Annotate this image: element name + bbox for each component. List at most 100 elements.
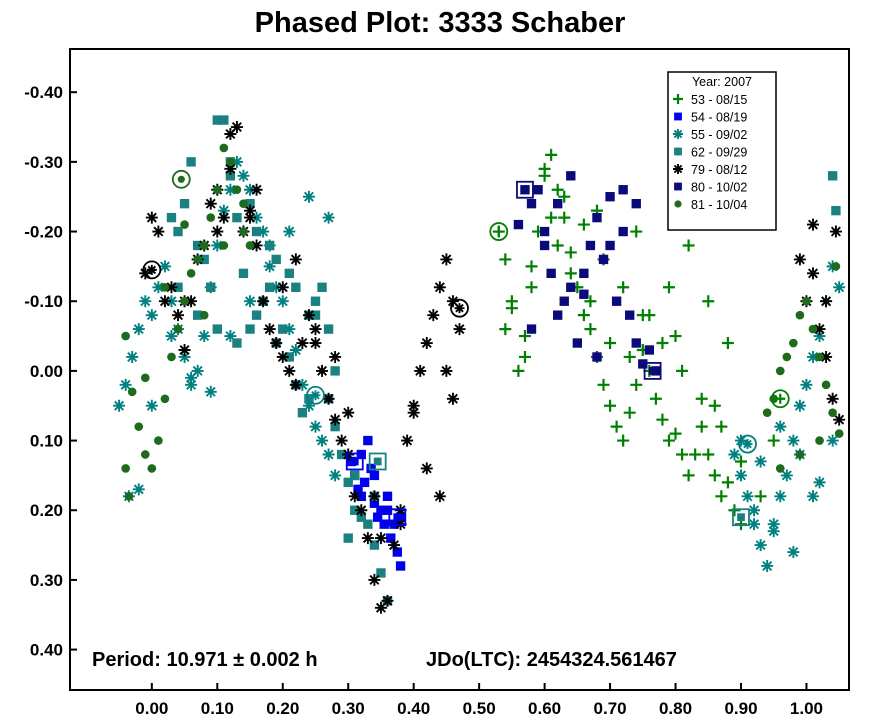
data-point (808, 324, 818, 334)
data-point (132, 323, 145, 336)
data-point (363, 435, 373, 446)
data-point (767, 434, 780, 447)
highlighted-point-marker (373, 457, 382, 466)
data-point (820, 350, 833, 363)
data-point (361, 532, 374, 545)
data-point (353, 484, 363, 495)
data-point (217, 204, 230, 217)
data-point (525, 260, 538, 273)
data-point (225, 171, 236, 181)
data-point (289, 343, 302, 356)
data-point (251, 310, 262, 320)
data-point (368, 573, 381, 586)
data-point (289, 378, 302, 391)
data-point (342, 406, 355, 419)
data-point (330, 421, 340, 432)
data-point (815, 352, 824, 362)
data-point (139, 295, 152, 308)
data-point (192, 310, 203, 320)
data-point (592, 212, 602, 223)
data-point (356, 491, 366, 501)
data-point (564, 246, 577, 259)
data-point (224, 183, 237, 196)
x-tick-label: 0.70 (594, 699, 627, 718)
data-point (545, 148, 558, 161)
data-point (558, 190, 571, 203)
data-point (708, 399, 721, 412)
data-point (446, 295, 459, 308)
data-point (284, 268, 294, 279)
data-point (355, 504, 368, 517)
legend-label: 53 - 08/15 (691, 93, 747, 107)
data-point (539, 226, 550, 237)
data-point (513, 219, 524, 230)
data-point (682, 469, 695, 482)
data-point (289, 253, 302, 266)
data-point (669, 427, 682, 440)
data-point (695, 420, 708, 433)
legend-marker (674, 147, 682, 156)
data-point (160, 394, 170, 404)
data-point (166, 212, 177, 223)
data-point (734, 455, 747, 468)
data-point (618, 185, 628, 195)
data-point (780, 469, 793, 482)
data-point (610, 420, 623, 433)
data-point (224, 128, 237, 141)
data-point (173, 324, 183, 334)
legend-label: 80 - 10/02 (691, 181, 747, 195)
data-point (559, 296, 569, 306)
data-point (795, 310, 805, 320)
data-point (598, 254, 609, 265)
data-point (158, 295, 171, 308)
legend-label: 55 - 09/02 (691, 128, 747, 142)
data-point (244, 183, 257, 196)
data-point (577, 309, 590, 322)
data-point (656, 413, 669, 426)
data-point (276, 350, 289, 363)
data-point (323, 324, 334, 334)
period-annotation: Period: 10.971 ± 0.002 h (92, 649, 318, 671)
data-point (322, 392, 335, 405)
data-point (721, 337, 734, 350)
data-point (440, 364, 453, 377)
data-point (820, 295, 833, 308)
data-point (631, 198, 641, 209)
data-point (230, 155, 243, 168)
data-point (343, 477, 353, 488)
data-point (433, 490, 446, 503)
data-point (212, 115, 222, 125)
legend-label: 81 - 10/04 (691, 198, 747, 212)
data-point (257, 225, 270, 238)
data-point (831, 205, 841, 216)
data-point (381, 594, 394, 607)
data-point (630, 225, 643, 238)
data-point (597, 378, 610, 391)
y-tick-label: 0.30 (30, 571, 63, 590)
data-point (806, 490, 819, 503)
data-point (630, 378, 643, 391)
data-point (126, 350, 139, 363)
data-point (199, 310, 209, 320)
data-point (316, 434, 329, 447)
data-point (767, 525, 780, 538)
highlighted-point-marker (393, 513, 402, 522)
data-point (180, 220, 189, 229)
data-point (394, 518, 407, 531)
data-point (617, 281, 630, 294)
data-point (250, 239, 263, 252)
highlighted-point (450, 298, 469, 318)
data-point (656, 337, 669, 350)
data-point (833, 413, 846, 426)
data-point (113, 399, 126, 412)
data-point (638, 359, 648, 369)
data-point (336, 449, 347, 460)
data-point (392, 547, 402, 557)
highlighted-point-marker (310, 390, 321, 401)
series-54 (346, 435, 406, 571)
data-point (782, 352, 792, 362)
data-point (152, 281, 165, 294)
legend-marker (674, 200, 682, 208)
data-point (553, 198, 563, 209)
